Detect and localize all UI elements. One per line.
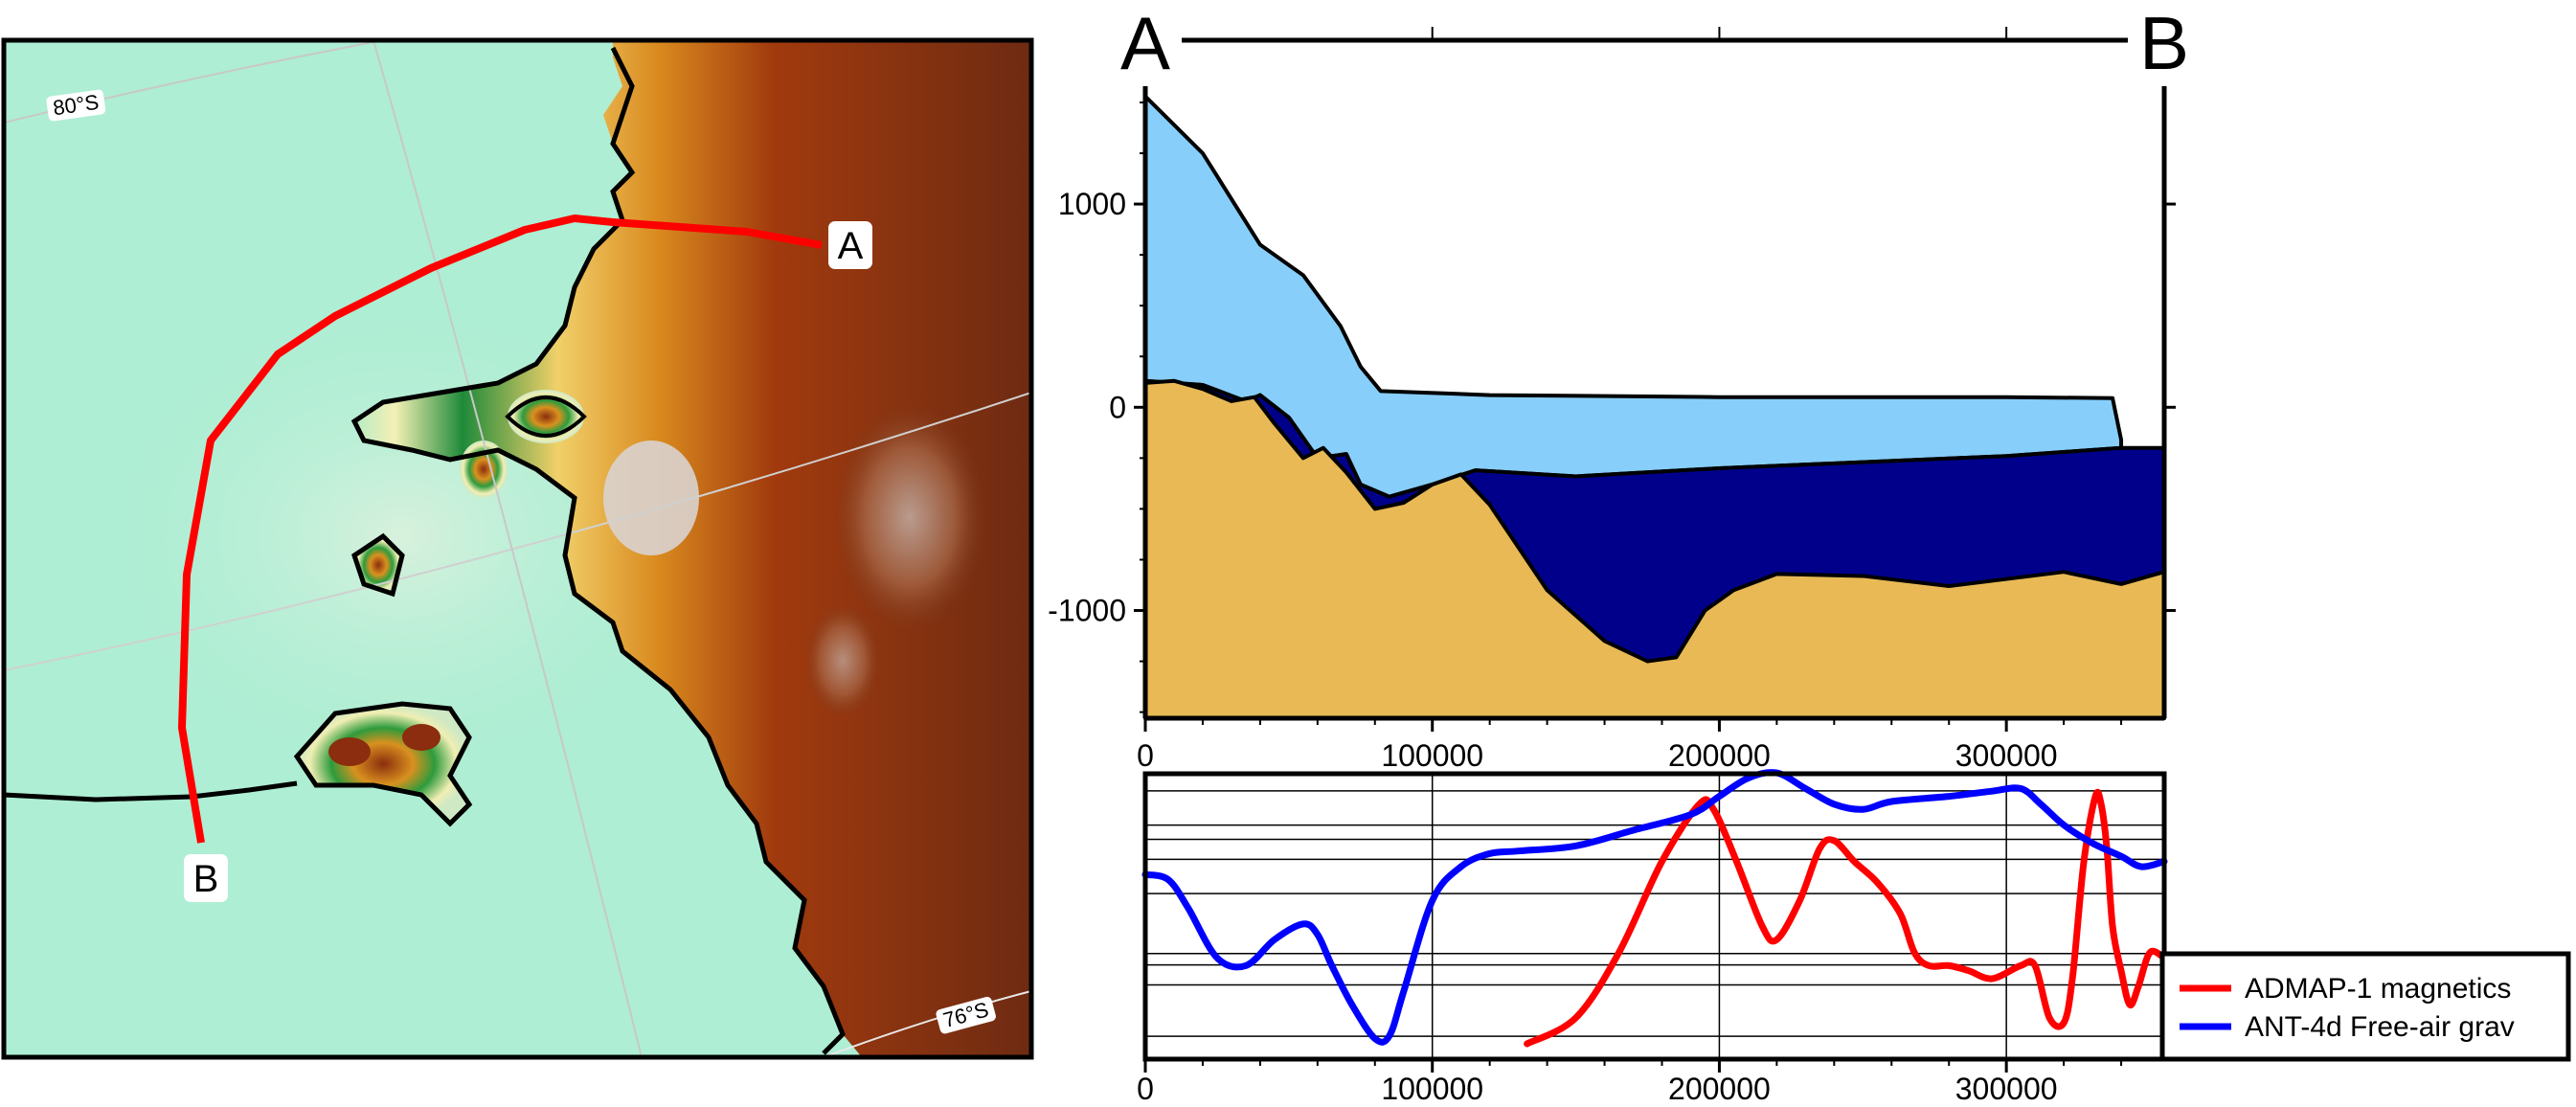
section-y-tick-label: -1000 bbox=[1048, 594, 1126, 628]
cross-section-axes: 1000 0 -1000 0 100000 200000 300000 bbox=[1048, 27, 2176, 773]
profile-line bbox=[178, 215, 823, 844]
graticule-mid bbox=[4, 392, 1031, 671]
anomaly-panel: 0 100000 200000 300000 bbox=[1137, 769, 2168, 1106]
section-x-tick-label: 0 bbox=[1137, 738, 1154, 773]
section-layer-2 bbox=[1143, 378, 2166, 720]
island-peak-2 bbox=[402, 724, 441, 751]
meridian-1 bbox=[373, 40, 643, 1057]
ice-dome-east bbox=[833, 402, 986, 632]
section-x-tick-label: 200000 bbox=[1668, 738, 1771, 773]
topography-mainland bbox=[354, 40, 1031, 1057]
small-island bbox=[354, 536, 402, 594]
coastline bbox=[350, 46, 846, 1055]
island-south-coast bbox=[293, 701, 473, 827]
anomaly-series bbox=[1141, 769, 2168, 1048]
map-label-B-text: B bbox=[193, 858, 219, 900]
anomaly-x-tick-label: 100000 bbox=[1381, 1072, 1483, 1106]
lat-label-80S: 80°S bbox=[46, 89, 106, 122]
anomaly-grid bbox=[1145, 774, 2164, 1059]
section-label-A: A bbox=[1120, 1, 1170, 85]
anomaly-series-line bbox=[1141, 769, 2168, 1046]
anomaly-plot-area bbox=[1145, 774, 2164, 1059]
legend-label-magnetics: ADMAP-1 magnetics bbox=[2245, 973, 2511, 1005]
map-panel: 80°S 76°S A B bbox=[1, 37, 1034, 1060]
graticule-76S bbox=[823, 990, 1031, 1057]
legend-label-gravity: ANT-4d Free-air grav bbox=[2245, 1011, 2515, 1043]
cross-section-layers bbox=[1143, 94, 2166, 720]
cross-section-panel: 1000 0 -1000 0 100000 200000 300000 A B bbox=[1048, 1, 2189, 773]
island-north-coast bbox=[505, 395, 587, 438]
lat-label-76S: 76°S bbox=[936, 996, 996, 1034]
map-label-A-text: A bbox=[838, 225, 864, 267]
section-x-tick-label: 300000 bbox=[1955, 738, 2058, 773]
section-x-tick-label: 100000 bbox=[1381, 738, 1483, 773]
map-frame bbox=[1, 37, 1034, 1060]
anomaly-x-tick-label: 300000 bbox=[1955, 1072, 2058, 1106]
island-peak-1 bbox=[328, 737, 371, 766]
legend-box bbox=[2159, 951, 2571, 1062]
section-y-tick-label: 1000 bbox=[1058, 187, 1126, 221]
anomaly-x-tick-label: 0 bbox=[1137, 1072, 1154, 1106]
small-island-coast bbox=[351, 532, 405, 598]
map-label-B: B bbox=[184, 854, 228, 902]
anomaly-frame bbox=[1142, 771, 2167, 1062]
section-label-B: B bbox=[2139, 1, 2189, 85]
ice-dome-south bbox=[804, 603, 881, 718]
anomaly-x-tick-label: 200000 bbox=[1668, 1072, 1771, 1106]
legend: ADMAP-1 magnetics ANT-4d Free-air grav bbox=[2159, 951, 2571, 1062]
anomaly-series-line bbox=[1524, 788, 2168, 1048]
map-label-A: A bbox=[828, 221, 872, 269]
section-y-tick-label: 0 bbox=[1109, 390, 1126, 424]
anomaly-axes: 0 100000 200000 300000 bbox=[1137, 771, 2167, 1106]
ice-dome bbox=[603, 441, 699, 555]
